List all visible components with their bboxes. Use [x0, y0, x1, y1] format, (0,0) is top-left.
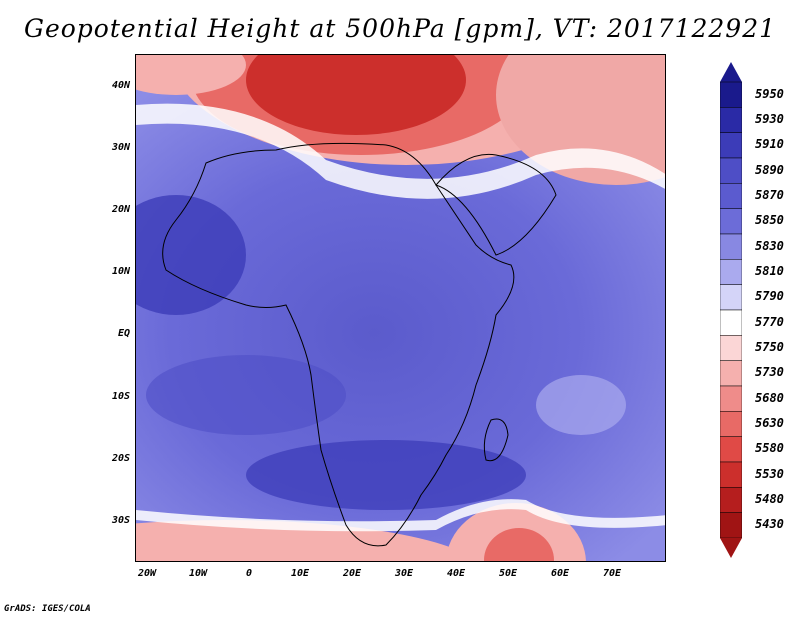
- colorbar-label-5680: 5680: [755, 390, 784, 405]
- colorbar-box-5580: [720, 436, 742, 463]
- colorbar-label-5730: 5730: [755, 365, 784, 380]
- colorbar-label-5850: 5850: [755, 213, 784, 228]
- lat-label-eq: EQ: [117, 328, 130, 339]
- weak-high-indian: [536, 375, 626, 435]
- lon-label-10w: 10W: [188, 568, 208, 579]
- north-transition-band: [136, 103, 665, 199]
- north-low-core: [246, 55, 466, 135]
- lon-label-40e: 40E: [446, 568, 466, 579]
- colorbar-label-5910: 5910: [755, 137, 784, 152]
- colorbar-box-5630: [720, 411, 742, 437]
- height-field: [136, 55, 665, 561]
- lat-label-10n: 10N: [111, 266, 130, 277]
- lon-label-50e: 50E: [498, 568, 518, 579]
- lon-label-60e: 60E: [550, 568, 570, 579]
- colorbar-box-5950: [720, 81, 742, 108]
- lat-label-20s: 20S: [111, 453, 130, 464]
- lon-label-20e: 20E: [342, 568, 362, 579]
- colorbar-box-5850: [720, 208, 742, 235]
- south-low-east-core: [484, 528, 554, 561]
- colorbar-label-5810: 5810: [755, 264, 784, 278]
- colorbar-box-5750: [720, 335, 742, 361]
- colorbar-label-5890: 5890: [755, 162, 784, 177]
- colorbar-bottom-arrow: [720, 538, 742, 558]
- lat-label-40n: 40N: [111, 80, 130, 91]
- africa-coastline: [162, 142, 515, 547]
- lat-label-30n: 30N: [111, 142, 130, 153]
- colorbar-label-5830: 5830: [755, 238, 784, 253]
- grads-credit: GrADS: IGES/COLA: [4, 604, 91, 614]
- lon-label-30e: 30E: [394, 568, 414, 579]
- colorbar-box-5830: [720, 233, 742, 260]
- lon-label-20w: 20W: [137, 568, 157, 579]
- map-plot-area[interactable]: [135, 54, 666, 562]
- high-south-atlantic: [146, 355, 346, 435]
- high-west-africa: [136, 195, 246, 315]
- colorbar-box-5790: [720, 284, 742, 311]
- colorbar-label-5530: 5530: [755, 466, 784, 481]
- arabia-coastline: [435, 153, 557, 256]
- lon-label-70e: 70E: [602, 568, 622, 579]
- colorbar-box-5430: [720, 512, 742, 539]
- colorbar-box-5480: [720, 487, 742, 513]
- colorbar-label-5950: 5950: [755, 86, 784, 101]
- colorbar: [720, 62, 742, 558]
- colorbar-label-5480: 5480: [755, 492, 784, 506]
- high-southern-africa: [246, 440, 526, 510]
- lon-label-10e: 10E: [290, 568, 310, 579]
- south-low-west: [136, 520, 478, 561]
- colorbar-box-5770: [720, 309, 742, 336]
- colorbar-box-5870: [720, 183, 742, 209]
- colorbar-box-5910: [720, 132, 742, 159]
- lat-label-30s: 30S: [111, 515, 130, 526]
- lat-label-20n: 20N: [111, 204, 130, 215]
- colorbar-label-5930: 5930: [755, 112, 784, 126]
- colorbar-label-5790: 5790: [755, 289, 784, 304]
- map-title: Geopotential Height at 500hPa [gpm], VT:…: [23, 14, 777, 43]
- lon-label-0: 0: [245, 568, 253, 579]
- colorbar-label-5430: 5430: [755, 517, 784, 532]
- south-transition-band: [136, 499, 665, 532]
- colorbar-label-5630: 5630: [755, 416, 784, 430]
- colorbar-top-arrow: [720, 62, 742, 82]
- northeast-low: [496, 55, 665, 185]
- colorbar-label-5870: 5870: [755, 188, 784, 202]
- colorbar-box-5530: [720, 461, 742, 488]
- madagascar-coastline: [483, 418, 509, 462]
- colorbar-box-5730: [720, 360, 742, 387]
- colorbar-box-5930: [720, 107, 742, 133]
- colorbar-label-5750: 5750: [755, 340, 784, 354]
- colorbar-label-5770: 5770: [755, 314, 784, 329]
- colorbar-box-5810: [720, 259, 742, 285]
- colorbar-box-5890: [720, 157, 742, 184]
- colorbar-box-5680: [720, 385, 742, 412]
- northwest-low: [136, 55, 246, 95]
- colorbar-label-5580: 5580: [755, 441, 784, 456]
- lat-label-10s: 10S: [111, 391, 130, 402]
